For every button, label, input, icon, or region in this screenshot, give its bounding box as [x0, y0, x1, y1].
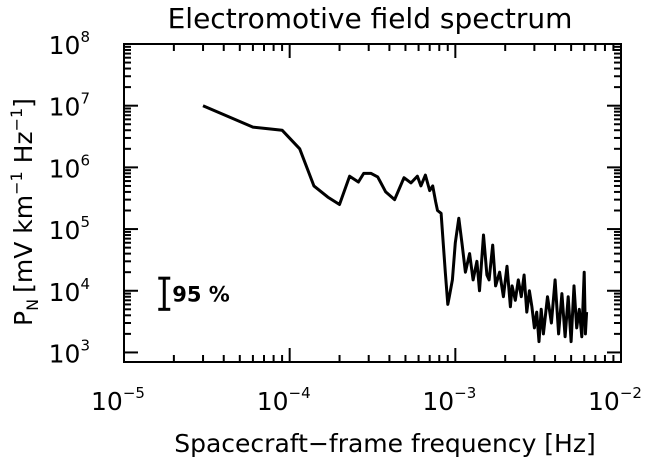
- x-axis-tick-labels: 10−5 10−4 10−3 10−2: [91, 384, 642, 416]
- y-label-units-pre: [mV km: [9, 195, 38, 293]
- plot-frame: [123, 43, 622, 363]
- y-tick-label: 106: [49, 151, 90, 183]
- y-label-sup2: −1: [7, 108, 26, 132]
- y-axis-label: PN[mV km−1 Hz−1]: [7, 98, 42, 326]
- x-axis-label: Spacecraft−frame frequency [Hz]: [174, 429, 595, 458]
- confidence-error-bar: 95 %: [158, 276, 230, 311]
- y-tick-label: 103: [49, 336, 90, 368]
- y-label-units-mid: Hz: [9, 131, 38, 171]
- y-label-units-post: ]: [9, 98, 38, 108]
- x-axis-ticks: [123, 44, 622, 362]
- y-label-sup1: −1: [7, 171, 26, 195]
- x-tick-label: 10−3: [422, 384, 476, 416]
- x-tick-label: 10−5: [91, 384, 145, 416]
- x-tick-label: 10−2: [588, 384, 642, 416]
- y-axis-ticks: [124, 43, 621, 354]
- error-bar-label: 95 %: [172, 283, 230, 307]
- x-tick-label: 10−4: [257, 384, 311, 416]
- y-tick-label: 104: [49, 275, 90, 307]
- y-tick-label: 107: [49, 90, 90, 122]
- series-line-electromotive-spectrum: [202, 104, 589, 344]
- y-label-subscript: N: [23, 299, 42, 311]
- y-tick-label: 105: [49, 213, 90, 245]
- chart-title: Electromotive field spectrum: [168, 2, 573, 35]
- y-label-main: P: [9, 311, 38, 326]
- y-tick-label: 108: [49, 28, 90, 60]
- y-axis-tick-labels: 103 104 105 106 107 108: [49, 28, 90, 368]
